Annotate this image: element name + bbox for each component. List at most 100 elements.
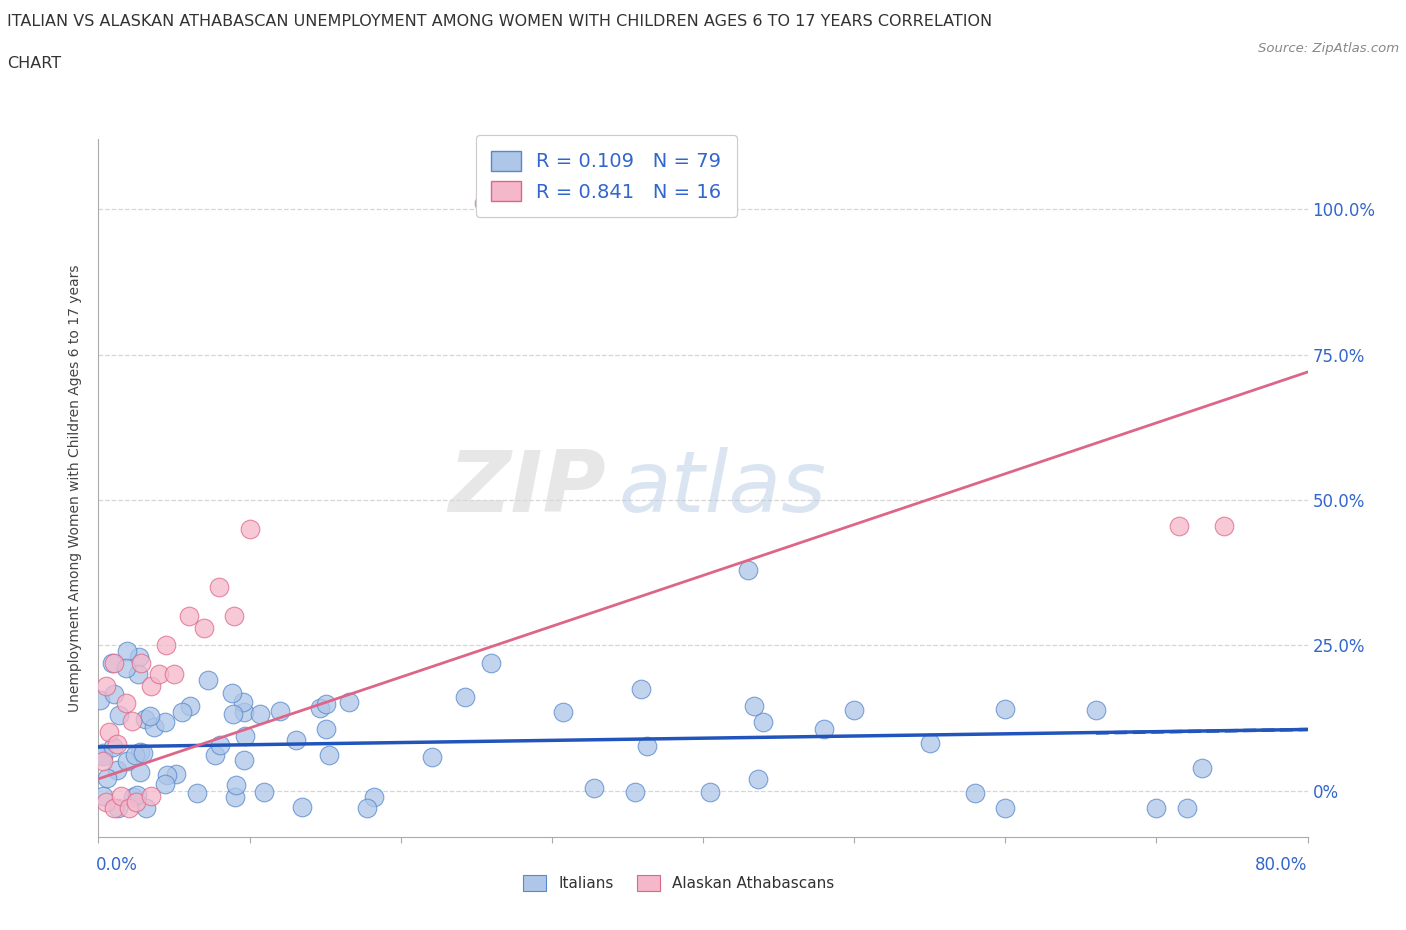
Point xyxy=(179,698,201,713)
Point xyxy=(105,737,128,751)
Text: 80.0%: 80.0% xyxy=(1256,856,1308,874)
Point xyxy=(965,785,987,800)
Point xyxy=(155,714,177,729)
Text: ZIP: ZIP xyxy=(449,446,606,530)
Point xyxy=(91,749,114,764)
Point xyxy=(114,696,136,711)
Point xyxy=(141,679,163,694)
Point xyxy=(91,754,114,769)
Point xyxy=(315,722,337,737)
Point xyxy=(994,801,1017,816)
Point xyxy=(115,644,138,658)
Point xyxy=(481,656,503,671)
Point xyxy=(337,694,360,709)
Y-axis label: Unemployment Among Women with Children Ages 6 to 17 years: Unemployment Among Women with Children A… xyxy=(69,264,83,712)
Text: CHART: CHART xyxy=(7,56,60,71)
Point xyxy=(318,747,340,762)
Point xyxy=(309,700,332,715)
Point xyxy=(208,737,231,752)
Point xyxy=(232,752,254,767)
Point xyxy=(142,720,165,735)
Point xyxy=(737,562,759,577)
Point xyxy=(1175,801,1198,816)
Point xyxy=(94,679,117,694)
Point xyxy=(117,753,139,768)
Point xyxy=(125,794,148,809)
Point xyxy=(156,768,179,783)
Point xyxy=(742,698,765,713)
Point xyxy=(630,682,652,697)
Point xyxy=(1085,703,1108,718)
Point xyxy=(235,728,257,743)
Point xyxy=(193,620,215,635)
Point xyxy=(225,777,247,792)
Point xyxy=(454,690,477,705)
Point xyxy=(1213,519,1236,534)
Point xyxy=(107,801,129,816)
Point xyxy=(128,649,150,664)
Point xyxy=(179,609,201,624)
Point xyxy=(124,748,146,763)
Point xyxy=(221,706,243,721)
Point xyxy=(208,579,231,594)
Point xyxy=(186,785,208,800)
Point xyxy=(813,722,835,737)
Point xyxy=(96,771,118,786)
Point xyxy=(204,747,226,762)
Point xyxy=(472,196,495,211)
Point xyxy=(699,785,721,800)
Point xyxy=(91,746,114,761)
Point xyxy=(139,709,162,724)
Point xyxy=(224,790,246,804)
Point xyxy=(232,704,254,719)
Point xyxy=(284,733,307,748)
Point xyxy=(91,789,114,804)
Point xyxy=(269,704,291,719)
Point xyxy=(636,738,658,753)
Point xyxy=(89,693,111,708)
Point xyxy=(129,656,152,671)
Point xyxy=(844,703,866,718)
Point xyxy=(134,711,156,726)
Point xyxy=(994,702,1017,717)
Point xyxy=(148,667,170,682)
Point xyxy=(141,789,163,804)
Point xyxy=(363,790,385,804)
Point xyxy=(135,801,157,816)
Point xyxy=(101,656,124,671)
Point xyxy=(110,789,132,804)
Point xyxy=(103,686,125,701)
Legend: R = 0.109   N = 79, R = 0.841   N = 16: R = 0.109 N = 79, R = 0.841 N = 16 xyxy=(475,135,737,218)
Point xyxy=(132,746,155,761)
Point xyxy=(129,744,152,759)
Point xyxy=(232,695,254,710)
Point xyxy=(315,697,337,711)
Point xyxy=(623,785,645,800)
Point xyxy=(127,667,149,682)
Text: 0.0%: 0.0% xyxy=(96,856,138,874)
Point xyxy=(253,785,276,800)
Point xyxy=(918,736,941,751)
Point xyxy=(103,656,125,671)
Point xyxy=(125,788,148,803)
Point xyxy=(224,609,246,624)
Point xyxy=(1191,760,1213,775)
Point xyxy=(249,707,271,722)
Text: ITALIAN VS ALASKAN ATHABASCAN UNEMPLOYMENT AMONG WOMEN WITH CHILDREN AGES 6 TO 1: ITALIAN VS ALASKAN ATHABASCAN UNEMPLOYME… xyxy=(7,14,993,29)
Point xyxy=(747,771,769,786)
Point xyxy=(356,801,378,816)
Text: Source: ZipAtlas.com: Source: ZipAtlas.com xyxy=(1258,42,1399,55)
Point xyxy=(155,638,177,653)
Point xyxy=(94,794,117,809)
Point xyxy=(239,522,262,537)
Point xyxy=(129,764,152,779)
Point xyxy=(172,704,194,719)
Point xyxy=(121,713,143,728)
Point xyxy=(105,763,128,777)
Point xyxy=(751,714,773,729)
Point xyxy=(165,767,187,782)
Point xyxy=(115,661,138,676)
Point xyxy=(582,781,605,796)
Point xyxy=(122,790,145,804)
Point xyxy=(291,799,314,814)
